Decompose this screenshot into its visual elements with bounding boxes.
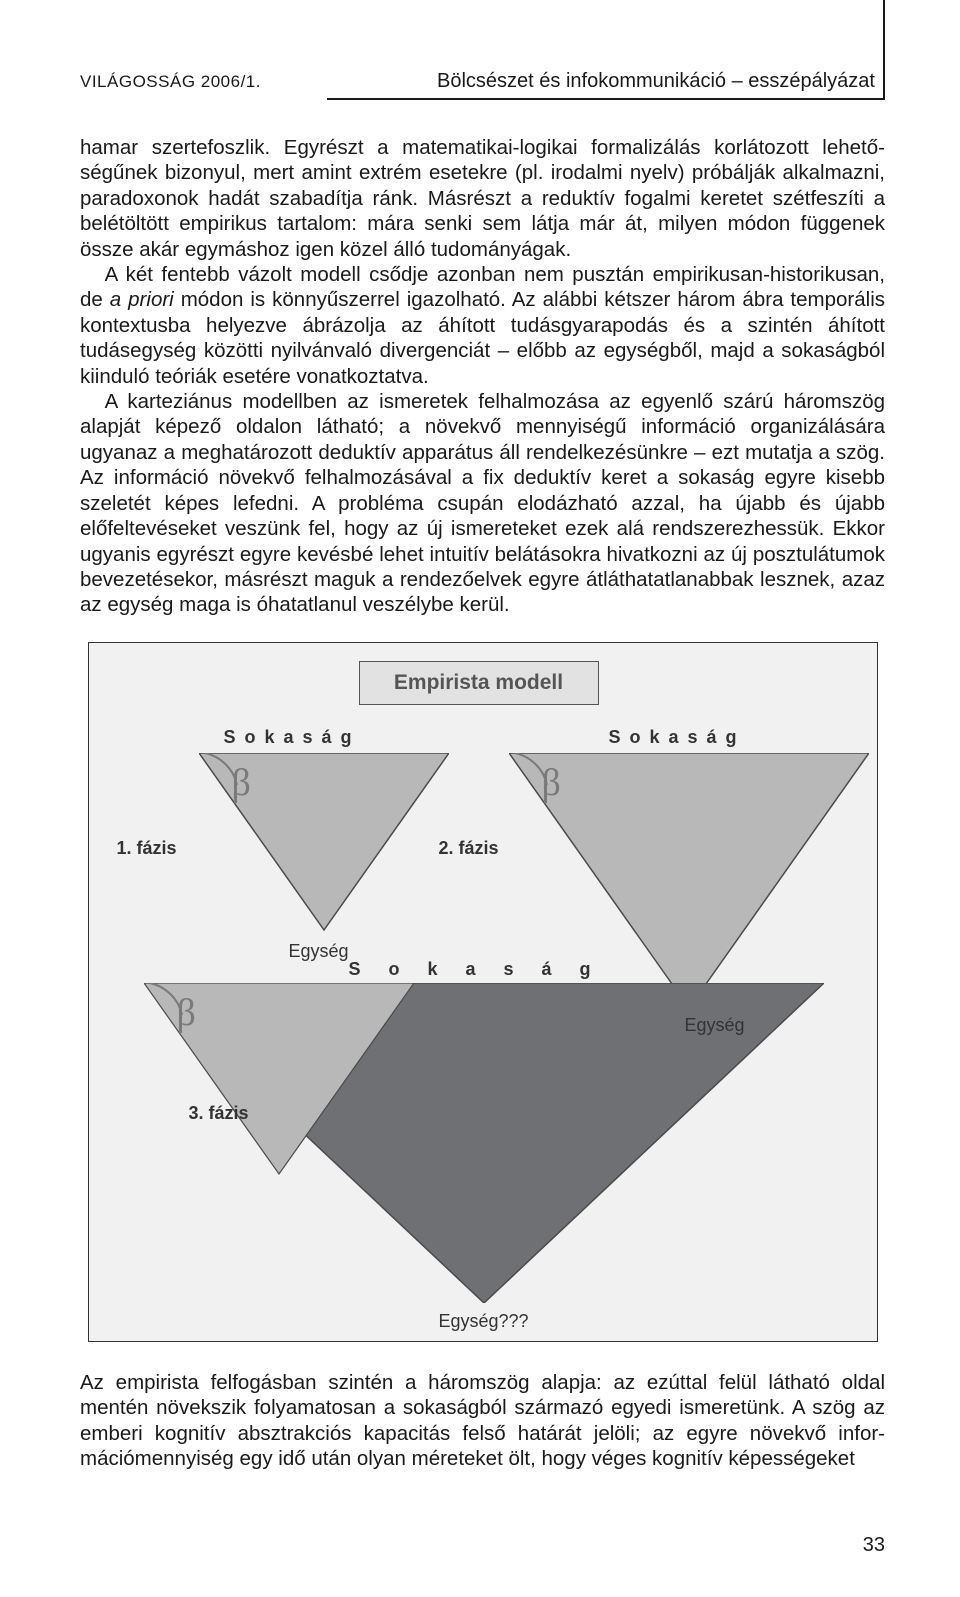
body-text-lower: Az empirista felfogásban szintén a három… xyxy=(80,1370,885,1472)
label-sokasag-2: Sokaság xyxy=(609,727,746,748)
label-egyseg-1: Egység xyxy=(289,941,349,962)
label-egyseg-q: Egység??? xyxy=(439,1311,529,1332)
figure-empirista-modell: Empirista modell Sokaság Sokaság β β 1. … xyxy=(88,642,878,1342)
header-rule xyxy=(883,0,885,100)
page-header: VILÁGOSSÁG 2006/1. Bölcsészet és infokom… xyxy=(80,70,885,93)
p1b-em: a priori xyxy=(110,288,174,311)
beta-3: β xyxy=(177,991,196,1035)
beta-1: β xyxy=(232,761,251,805)
label-fazis-2: 2. fázis xyxy=(439,838,499,859)
figure-title: Empirista modell xyxy=(359,661,599,705)
label-fazis-3: 3. fázis xyxy=(189,1103,249,1124)
paragraph-3: Az empirista felfogásban szintén a három… xyxy=(80,1370,885,1472)
header-left: VILÁGOSSÁG 2006/1. xyxy=(80,72,261,92)
paragraph-1a: hamar szertefoszlik. Egyrészt a matemati… xyxy=(80,135,885,262)
page-number: 33 xyxy=(863,1534,885,1557)
label-sokasag-3: Sokaság xyxy=(349,959,619,980)
body-text-upper: hamar szertefoszlik. Egyrészt a matemati… xyxy=(80,135,885,618)
paragraph-2: A karteziánus modellben az ismeretek fel… xyxy=(80,389,885,618)
label-sokasag-1: Sokaság xyxy=(224,727,361,748)
label-fazis-1: 1. fázis xyxy=(117,838,177,859)
p1b-post: módon is könnyűszerrel igazolható. Az al… xyxy=(80,288,885,387)
label-egyseg-2: Egység xyxy=(685,1015,745,1036)
header-right: Bölcsészet és infokommunikáció – esszépá… xyxy=(437,70,875,93)
paragraph-1b: A két fentebb vázolt modell csődje azonb… xyxy=(80,262,885,389)
beta-2: β xyxy=(542,761,561,805)
